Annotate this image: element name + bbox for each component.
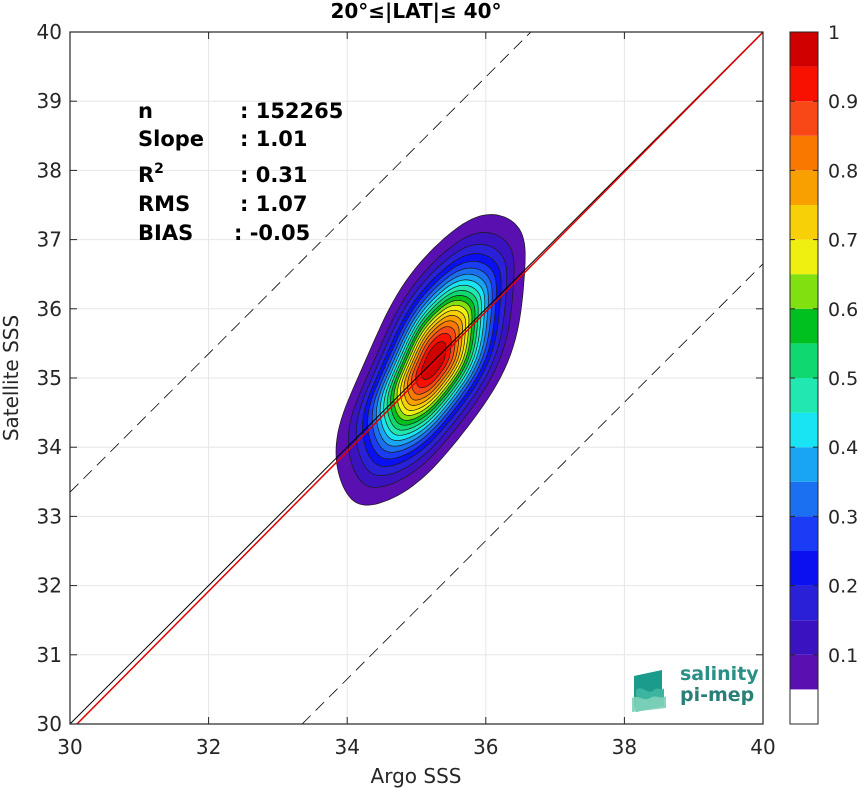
colorbar-tick-label: 0.1 xyxy=(828,645,858,667)
colorbar-swatch xyxy=(790,585,818,621)
stat-label: BIAS xyxy=(138,221,193,245)
x-axis-label: Argo SSS xyxy=(371,764,462,788)
colorbar-swatch xyxy=(790,654,818,690)
colorbar-swatch xyxy=(790,551,818,586)
stat-label: n xyxy=(138,99,153,123)
colorbar-tick-label: 0.4 xyxy=(828,437,858,459)
colorbar-swatch xyxy=(790,620,818,655)
colorbar-swatch xyxy=(790,205,818,240)
colorbar-swatch xyxy=(790,308,818,344)
colorbar-swatch xyxy=(790,170,818,205)
stat-label: Slope xyxy=(138,127,204,151)
fit-line xyxy=(75,32,763,724)
upper-bound-line xyxy=(70,32,532,493)
colorbar-swatch xyxy=(790,689,818,724)
colorbar-swatch xyxy=(790,343,818,378)
colorbar-swatch xyxy=(790,239,818,275)
y-tick-label: 33 xyxy=(37,504,62,528)
reference-lines xyxy=(70,32,763,724)
density-contours xyxy=(335,214,526,506)
y-tick-label: 38 xyxy=(37,158,62,182)
colorbar-swatch xyxy=(790,481,818,517)
colorbar-swatch xyxy=(790,378,818,413)
colorbar-tick-label: 0.5 xyxy=(828,368,858,390)
chart-title: 20°≤|LAT|≤ 40° xyxy=(330,0,501,23)
y-tick-label: 35 xyxy=(37,366,62,390)
colorbar-tick-label: 0.3 xyxy=(828,506,858,528)
colorbar-swatch xyxy=(790,516,818,551)
y-tick-label: 37 xyxy=(37,228,62,252)
logo-waves-icon xyxy=(632,670,666,712)
y-tick-label: 39 xyxy=(37,89,62,113)
lower-bound-line xyxy=(301,263,763,724)
stat-value: : 1.01 xyxy=(240,127,308,151)
x-tick-label: 36 xyxy=(473,735,498,759)
colorbar-tick-label: 0.2 xyxy=(828,576,858,598)
x-tick-label: 34 xyxy=(334,735,359,759)
colorbar: 0.1 0.2 0.3 0.4 0.5 0.6 0.7 0.8 0.9 1 xyxy=(789,22,858,725)
colorbar-swatch xyxy=(790,101,818,136)
stat-label: RMS xyxy=(138,192,190,216)
y-tick-label: 36 xyxy=(37,297,62,321)
y-axis-ticks: 30 31 32 33 34 35 36 37 38 39 40 xyxy=(37,20,763,736)
stat-value: : -0.05 xyxy=(234,221,310,245)
colorbar-swatch xyxy=(790,412,818,448)
colorbar-tick-label: 0.9 xyxy=(828,91,858,113)
y-tick-label: 32 xyxy=(37,574,62,598)
colorbar-swatch xyxy=(790,274,818,309)
colorbar-swatch xyxy=(790,447,818,482)
colorbar-tick-label: 0.8 xyxy=(828,160,858,182)
x-axis-ticks: 30 32 34 36 38 40 xyxy=(57,32,776,759)
colorbar-swatch xyxy=(790,135,818,171)
stat-value: : 152265 xyxy=(240,99,343,123)
y-tick-label: 30 xyxy=(37,712,62,736)
colorbar-tick-label: 0.6 xyxy=(828,299,858,321)
y-tick-label: 31 xyxy=(37,643,62,667)
logo-line-2: pi-mep xyxy=(680,684,755,706)
salinity-pi-mep-logo: salinity pi-mep xyxy=(628,662,759,718)
stat-value: : 0.31 xyxy=(240,163,308,187)
y-tick-label: 40 xyxy=(37,20,62,44)
logo-line-1: salinity xyxy=(680,663,759,685)
stat-value: : 1.07 xyxy=(240,192,308,216)
colorbar-swatch xyxy=(790,66,818,102)
y-axis-label: Satellite SSS xyxy=(0,315,23,441)
x-tick-label: 32 xyxy=(196,735,221,759)
y-tick-label: 34 xyxy=(37,435,62,459)
colorbar-tick-label: 1 xyxy=(828,22,840,44)
colorbar-swatch xyxy=(790,32,818,67)
x-tick-label: 38 xyxy=(612,735,637,759)
one-to-one-line xyxy=(70,32,763,724)
x-tick-label: 30 xyxy=(57,735,82,759)
x-tick-label: 40 xyxy=(750,735,775,759)
colorbar-tick-label: 0.7 xyxy=(828,230,858,252)
